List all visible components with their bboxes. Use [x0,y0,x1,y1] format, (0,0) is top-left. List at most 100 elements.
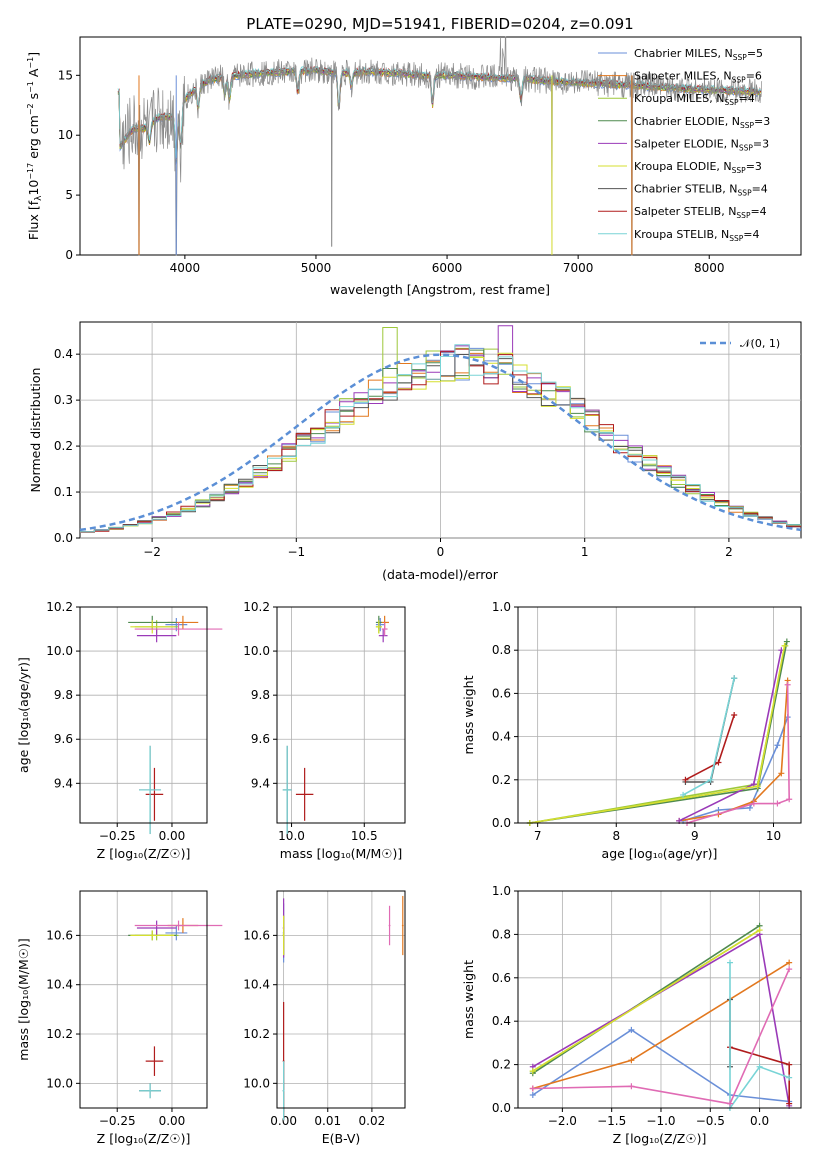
residual-ylabel: Normed distribution [28,368,43,493]
xtick-label: 0.01 [314,1114,341,1128]
ytick-label: 0.2 [492,1058,511,1072]
xtick-label: 0.02 [359,1114,386,1128]
legend-label: Chabrier STELIB, NSSP=4 [634,183,768,198]
weight-marker [529,1091,536,1098]
spectrum-ytick-label: 0 [65,248,73,262]
age_vs_mass-plot-area [277,607,405,823]
spectrum-ticks: 4000 5000 6000 7000 8000 0 5 10 15 [58,68,725,275]
mass_vs_ebv-frame [276,890,406,1109]
ytick-label: 0.6 [492,971,511,985]
legend-label: Kroupa ELODIE, NSSP=3 [634,160,762,175]
weight-marker [756,927,763,934]
spectrum-ylabel: Flux [fλ10−17 erg cm−2 s−1 A−1] [26,52,44,240]
residual-xtick-label: −2 [143,545,161,559]
xtick-label: 0.00 [159,1114,186,1128]
ytick-label: 10.6 [243,928,270,942]
residual-panel: −2 −1 0 1 2 0.0 0.1 0.2 0.3 0.4 𝒩(0, 1) (data-mod… [28,321,802,582]
weight-marker [750,781,757,788]
spectrum-xtick-label: 8000 [694,261,725,275]
spectrum-xtick-label: 4000 [170,261,201,275]
xtick-label: 0.0 [750,1114,769,1128]
xtick-label: −1.0 [646,1114,675,1128]
xtick-label: −0.25 [99,1114,136,1128]
mass_vs_ebv-plot-area [277,891,405,1108]
ytick-label: 9.4 [54,776,73,790]
ytick-label: 1.0 [492,600,511,614]
residual-histogram [80,344,801,533]
xtick-label: −2.0 [548,1114,577,1128]
xtick-label: 8 [612,829,620,843]
weight-marker [746,804,753,811]
spectrum-series-group [117,36,763,256]
legend-label: Salpeter STELIB, NSSP=4 [634,205,767,220]
weight_vs_Z-ylabel: mass weight [461,960,476,1039]
spectrum-legend: Chabrier MILES, NSSP=5 Salpeter MILES, NS… [598,47,770,243]
ytick-label: 0.4 [492,730,511,744]
age_vs_mass-panel: 10.0 10.5 9.4 9.6 9.8 10.0 10.2 mass [log₁₀(M/M… [243,600,406,861]
weight-marker [781,642,788,649]
spectrum-ytick-label: 10 [58,128,73,142]
weight-marker [715,759,722,766]
xtick-label: 10 [766,829,781,843]
residual-ytick-label: 0.2 [54,439,73,453]
xtick-label: −0.25 [99,829,136,843]
weight-line [532,968,790,1105]
weight-marker [731,712,738,718]
xtick-label: 0.00 [270,1114,297,1128]
residual-ytick-label: 0.3 [54,393,73,407]
figure-title: PLATE=0290, MJD=51941, FIBERID=0204, z=0… [246,15,633,33]
weight-marker [628,1026,635,1033]
residual-xtick-label: 0 [437,545,445,559]
weight-marker [727,1100,734,1107]
weight_vs_Z-frame [517,890,802,1109]
age_vs_mass-frame [276,606,406,824]
weight-marker [786,796,793,803]
ytick-label: 0.0 [492,1101,511,1115]
weight_vs_age-frame [517,606,802,824]
residual-histogram [80,352,801,533]
weight-marker [680,791,687,798]
ytick-label: 10.4 [243,978,270,992]
xtick-label: 10.5 [351,829,378,843]
legend-label: Chabrier ELODIE, NSSP=3 [634,115,770,130]
weight-marker [628,1083,635,1090]
weight-marker [727,959,734,966]
weight_vs_Z-xlabel: Z [log₁₀(Z/Z☉)] [613,1131,707,1146]
ytick-label: 0.4 [492,1014,511,1028]
weight-marker [756,1063,763,1070]
residual-ytick-label: 0.4 [54,347,73,361]
weight_vs_age-xlabel: age [log₁₀(age/yr)] [602,846,718,861]
ytick-label: 10.0 [46,644,73,658]
weight-marker [786,959,793,966]
spectrum-xtick-label: 7000 [563,261,594,275]
residual-xtick-label: 1 [581,545,589,559]
weight-marker [786,1074,793,1081]
ytick-label: 0.8 [492,927,511,941]
mass_vs_Z-frame [79,890,208,1109]
weight-marker [731,675,738,682]
legend-label: Chabrier MILES, NSSP=5 [634,47,763,62]
weight-marker [774,800,781,807]
mass_vs_ebv-panel: 0.00 0.01 0.02 10.0 10.2 10.4 10.6 E(B-V) [243,890,406,1146]
observed-spectrum-line [118,36,763,256]
xtick-label: 7 [534,829,542,843]
ytick-label: 10.4 [46,978,73,992]
ytick-label: 0.0 [492,816,511,830]
weight-line [532,1028,790,1103]
age_vs_Z-plot-area [80,607,207,823]
weight-marker [707,776,714,783]
parameter-panels: −0.25 0.00 9.4 9.6 9.8 10.0 10.2 Z [log₁₀(Z/Z☉)… [16,600,802,1146]
age_vs_Z-panel: −0.25 0.00 9.4 9.6 9.8 10.0 10.2 Z [log₁₀(Z/Z☉)… [16,600,223,861]
weight-marker [682,776,689,783]
legend-label: Kroupa MILES, NSSP=4 [634,92,755,107]
spectrum-ytick-label: 5 [65,188,73,202]
weight-line [532,925,761,1074]
weight-marker [784,681,791,688]
xtick-label: 9 [691,829,699,843]
age_vs_Z-xlabel: Z [log₁₀(Z/Z☉)] [97,846,191,861]
weight-line [532,929,761,1072]
weight-marker [774,742,781,749]
ytick-label: 9.8 [54,688,73,702]
spectrum-xlabel: wavelength [Angstrom, rest frame] [330,282,550,297]
